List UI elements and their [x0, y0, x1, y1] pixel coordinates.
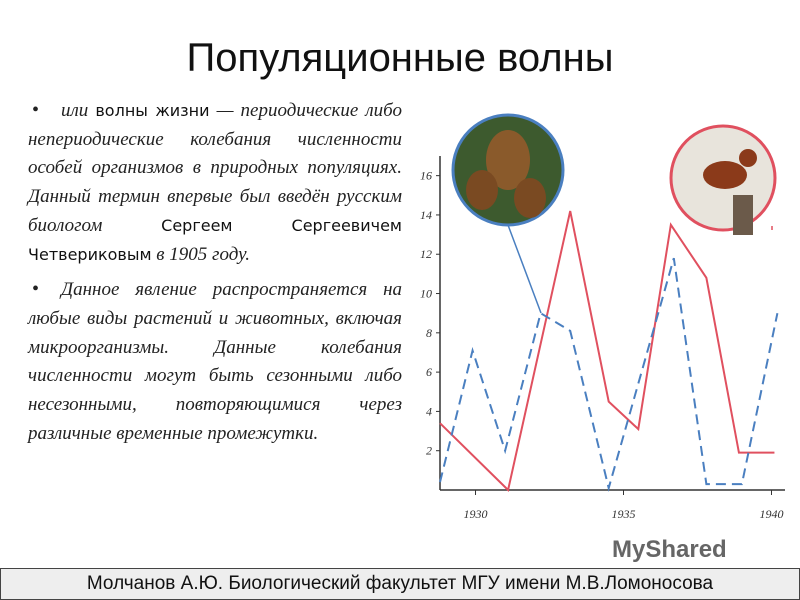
watermark: MyShared	[612, 536, 727, 563]
data-line	[439, 210, 775, 492]
y-tick-label: 12	[420, 247, 432, 261]
x-tick-label: 1940	[759, 507, 783, 521]
y-tick-label: 8	[426, 326, 432, 340]
bullet: или волны жизни — периодические либо неп…	[28, 96, 402, 269]
title: Популяционные волны	[186, 36, 614, 80]
text-run: Сергеем Сергеевичем Четвериковым	[28, 215, 402, 264]
pinecone	[514, 178, 546, 218]
data-line	[439, 257, 779, 492]
y-tick-label: 14	[420, 208, 432, 222]
squirrel	[739, 149, 757, 167]
text-run: или	[61, 100, 96, 121]
connector	[507, 224, 542, 314]
text-run: — периодические либо непериодические кол…	[28, 100, 402, 236]
bullet: Данное явление распространяется на любые…	[28, 275, 402, 448]
text-run: волны жизни	[95, 101, 210, 120]
x-tick-label: 1935	[612, 507, 636, 521]
y-tick-label: 10	[420, 287, 432, 301]
pinecone	[466, 170, 498, 210]
stump	[733, 195, 753, 235]
footer: Молчанов А.Ю. Биологический факультет МГ…	[0, 568, 800, 600]
y-tick-label: 4	[426, 404, 432, 418]
x-tick-label: 1930	[464, 507, 488, 521]
squirrel	[703, 161, 747, 189]
text-run: Данное явление распространяется на любые…	[28, 279, 402, 444]
y-tick-label: 16	[420, 169, 432, 183]
pinecone	[486, 130, 530, 190]
y-tick-label: 6	[426, 365, 432, 379]
y-tick-label: 2	[426, 444, 432, 458]
text-run: в 1905 году.	[151, 243, 251, 265]
bullet-list: или волны жизни — периодические либо неп…	[28, 96, 402, 454]
